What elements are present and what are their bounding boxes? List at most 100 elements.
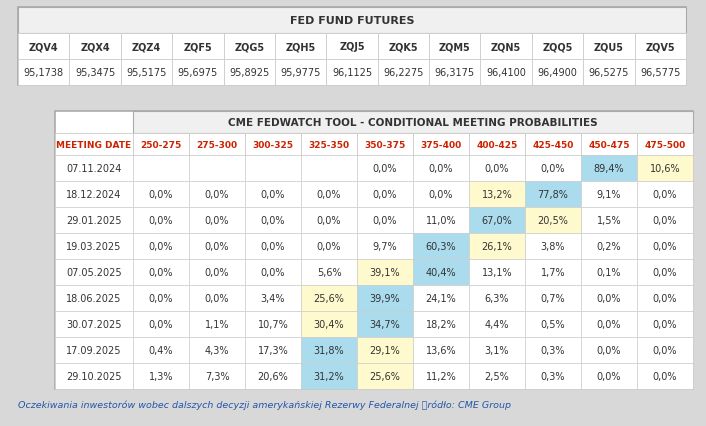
Bar (301, 311, 357, 337)
Text: 0,0%: 0,0% (485, 164, 509, 173)
Bar (69, 60, 121, 86)
Bar (469, 363, 525, 389)
Bar (357, 134, 413, 155)
Text: 0,0%: 0,0% (149, 216, 173, 225)
Text: 425-450: 425-450 (532, 140, 574, 149)
Text: ZQG5: ZQG5 (234, 42, 264, 52)
Text: 18.06.2025: 18.06.2025 (66, 294, 121, 303)
Bar (301, 155, 357, 181)
Text: 0,0%: 0,0% (597, 345, 621, 355)
Bar (245, 311, 301, 337)
Text: 375-400: 375-400 (420, 140, 462, 149)
Text: 3,4%: 3,4% (261, 294, 285, 303)
Bar (413, 233, 469, 259)
Text: ZQN5: ZQN5 (491, 42, 521, 52)
Text: 89,4%: 89,4% (594, 164, 624, 173)
Bar (413, 363, 469, 389)
Text: 0,0%: 0,0% (653, 294, 677, 303)
Text: 4,3%: 4,3% (205, 345, 229, 355)
Bar (301, 134, 357, 155)
Bar (55, 259, 133, 285)
Bar (469, 311, 525, 337)
Text: 96,2275: 96,2275 (383, 68, 424, 78)
Bar (413, 311, 469, 337)
Text: 350-375: 350-375 (364, 140, 406, 149)
Text: 30.07.2025: 30.07.2025 (66, 319, 121, 329)
Text: 0,0%: 0,0% (653, 319, 677, 329)
Text: 95,8925: 95,8925 (229, 68, 270, 78)
Bar (245, 233, 301, 259)
Text: 60,3%: 60,3% (426, 242, 456, 251)
Text: ZQU5: ZQU5 (594, 42, 624, 52)
Bar (133, 337, 189, 363)
Text: 96,3175: 96,3175 (435, 68, 475, 78)
Bar (189, 233, 245, 259)
Bar (413, 181, 469, 207)
Text: 0,2%: 0,2% (597, 242, 621, 251)
Text: 1,5%: 1,5% (597, 216, 621, 225)
Bar (525, 337, 581, 363)
Text: 29.01.2025: 29.01.2025 (66, 216, 121, 225)
Bar (301, 259, 357, 285)
Bar (224, 60, 275, 86)
Bar (525, 181, 581, 207)
Text: 0,0%: 0,0% (205, 268, 229, 277)
Text: 0,0%: 0,0% (653, 242, 677, 251)
Bar (301, 337, 357, 363)
Bar (301, 285, 357, 311)
Text: 7,3%: 7,3% (205, 371, 229, 381)
Text: ZQQ5: ZQQ5 (542, 42, 573, 52)
Bar (469, 337, 525, 363)
Text: 0,0%: 0,0% (597, 371, 621, 381)
Bar (55, 207, 133, 233)
Text: 2,5%: 2,5% (484, 371, 509, 381)
Text: 96,4900: 96,4900 (537, 68, 578, 78)
Bar (525, 311, 581, 337)
Text: 0,0%: 0,0% (317, 190, 341, 199)
Text: 0,0%: 0,0% (373, 190, 397, 199)
Text: 475-500: 475-500 (645, 140, 686, 149)
Text: 96,1125: 96,1125 (332, 68, 372, 78)
Bar (245, 337, 301, 363)
Text: 0,0%: 0,0% (653, 190, 677, 199)
Bar (189, 259, 245, 285)
Bar (55, 285, 133, 311)
Bar (189, 134, 245, 155)
Bar (481, 34, 532, 60)
Bar (581, 363, 637, 389)
Text: 9,7%: 9,7% (373, 242, 397, 251)
Text: 11,0%: 11,0% (426, 216, 456, 225)
Text: 19.03.2025: 19.03.2025 (66, 242, 121, 251)
Bar (581, 207, 637, 233)
Text: 77,8%: 77,8% (537, 190, 568, 199)
Bar (133, 112, 693, 134)
Text: 25,6%: 25,6% (369, 371, 400, 381)
Text: 9,1%: 9,1% (597, 190, 621, 199)
Bar (133, 259, 189, 285)
Bar (69, 34, 121, 60)
Text: 67,0%: 67,0% (481, 216, 513, 225)
Bar (469, 207, 525, 233)
Bar (637, 181, 693, 207)
Bar (357, 207, 413, 233)
Bar (413, 259, 469, 285)
Text: 1,7%: 1,7% (541, 268, 566, 277)
Text: ZQX4: ZQX4 (80, 42, 110, 52)
Bar (637, 337, 693, 363)
Bar (413, 207, 469, 233)
Text: 0,0%: 0,0% (373, 164, 397, 173)
Bar (133, 155, 189, 181)
Text: 300-325: 300-325 (253, 140, 294, 149)
Bar (581, 181, 637, 207)
Bar (525, 134, 581, 155)
Text: 10,6%: 10,6% (650, 164, 681, 173)
Bar (469, 181, 525, 207)
Bar (525, 233, 581, 259)
Bar (301, 363, 357, 389)
Text: 0,0%: 0,0% (429, 190, 453, 199)
Text: 31,2%: 31,2% (313, 371, 345, 381)
Bar (469, 233, 525, 259)
Bar (18, 8, 686, 86)
Bar (326, 34, 378, 60)
Bar (583, 60, 635, 86)
